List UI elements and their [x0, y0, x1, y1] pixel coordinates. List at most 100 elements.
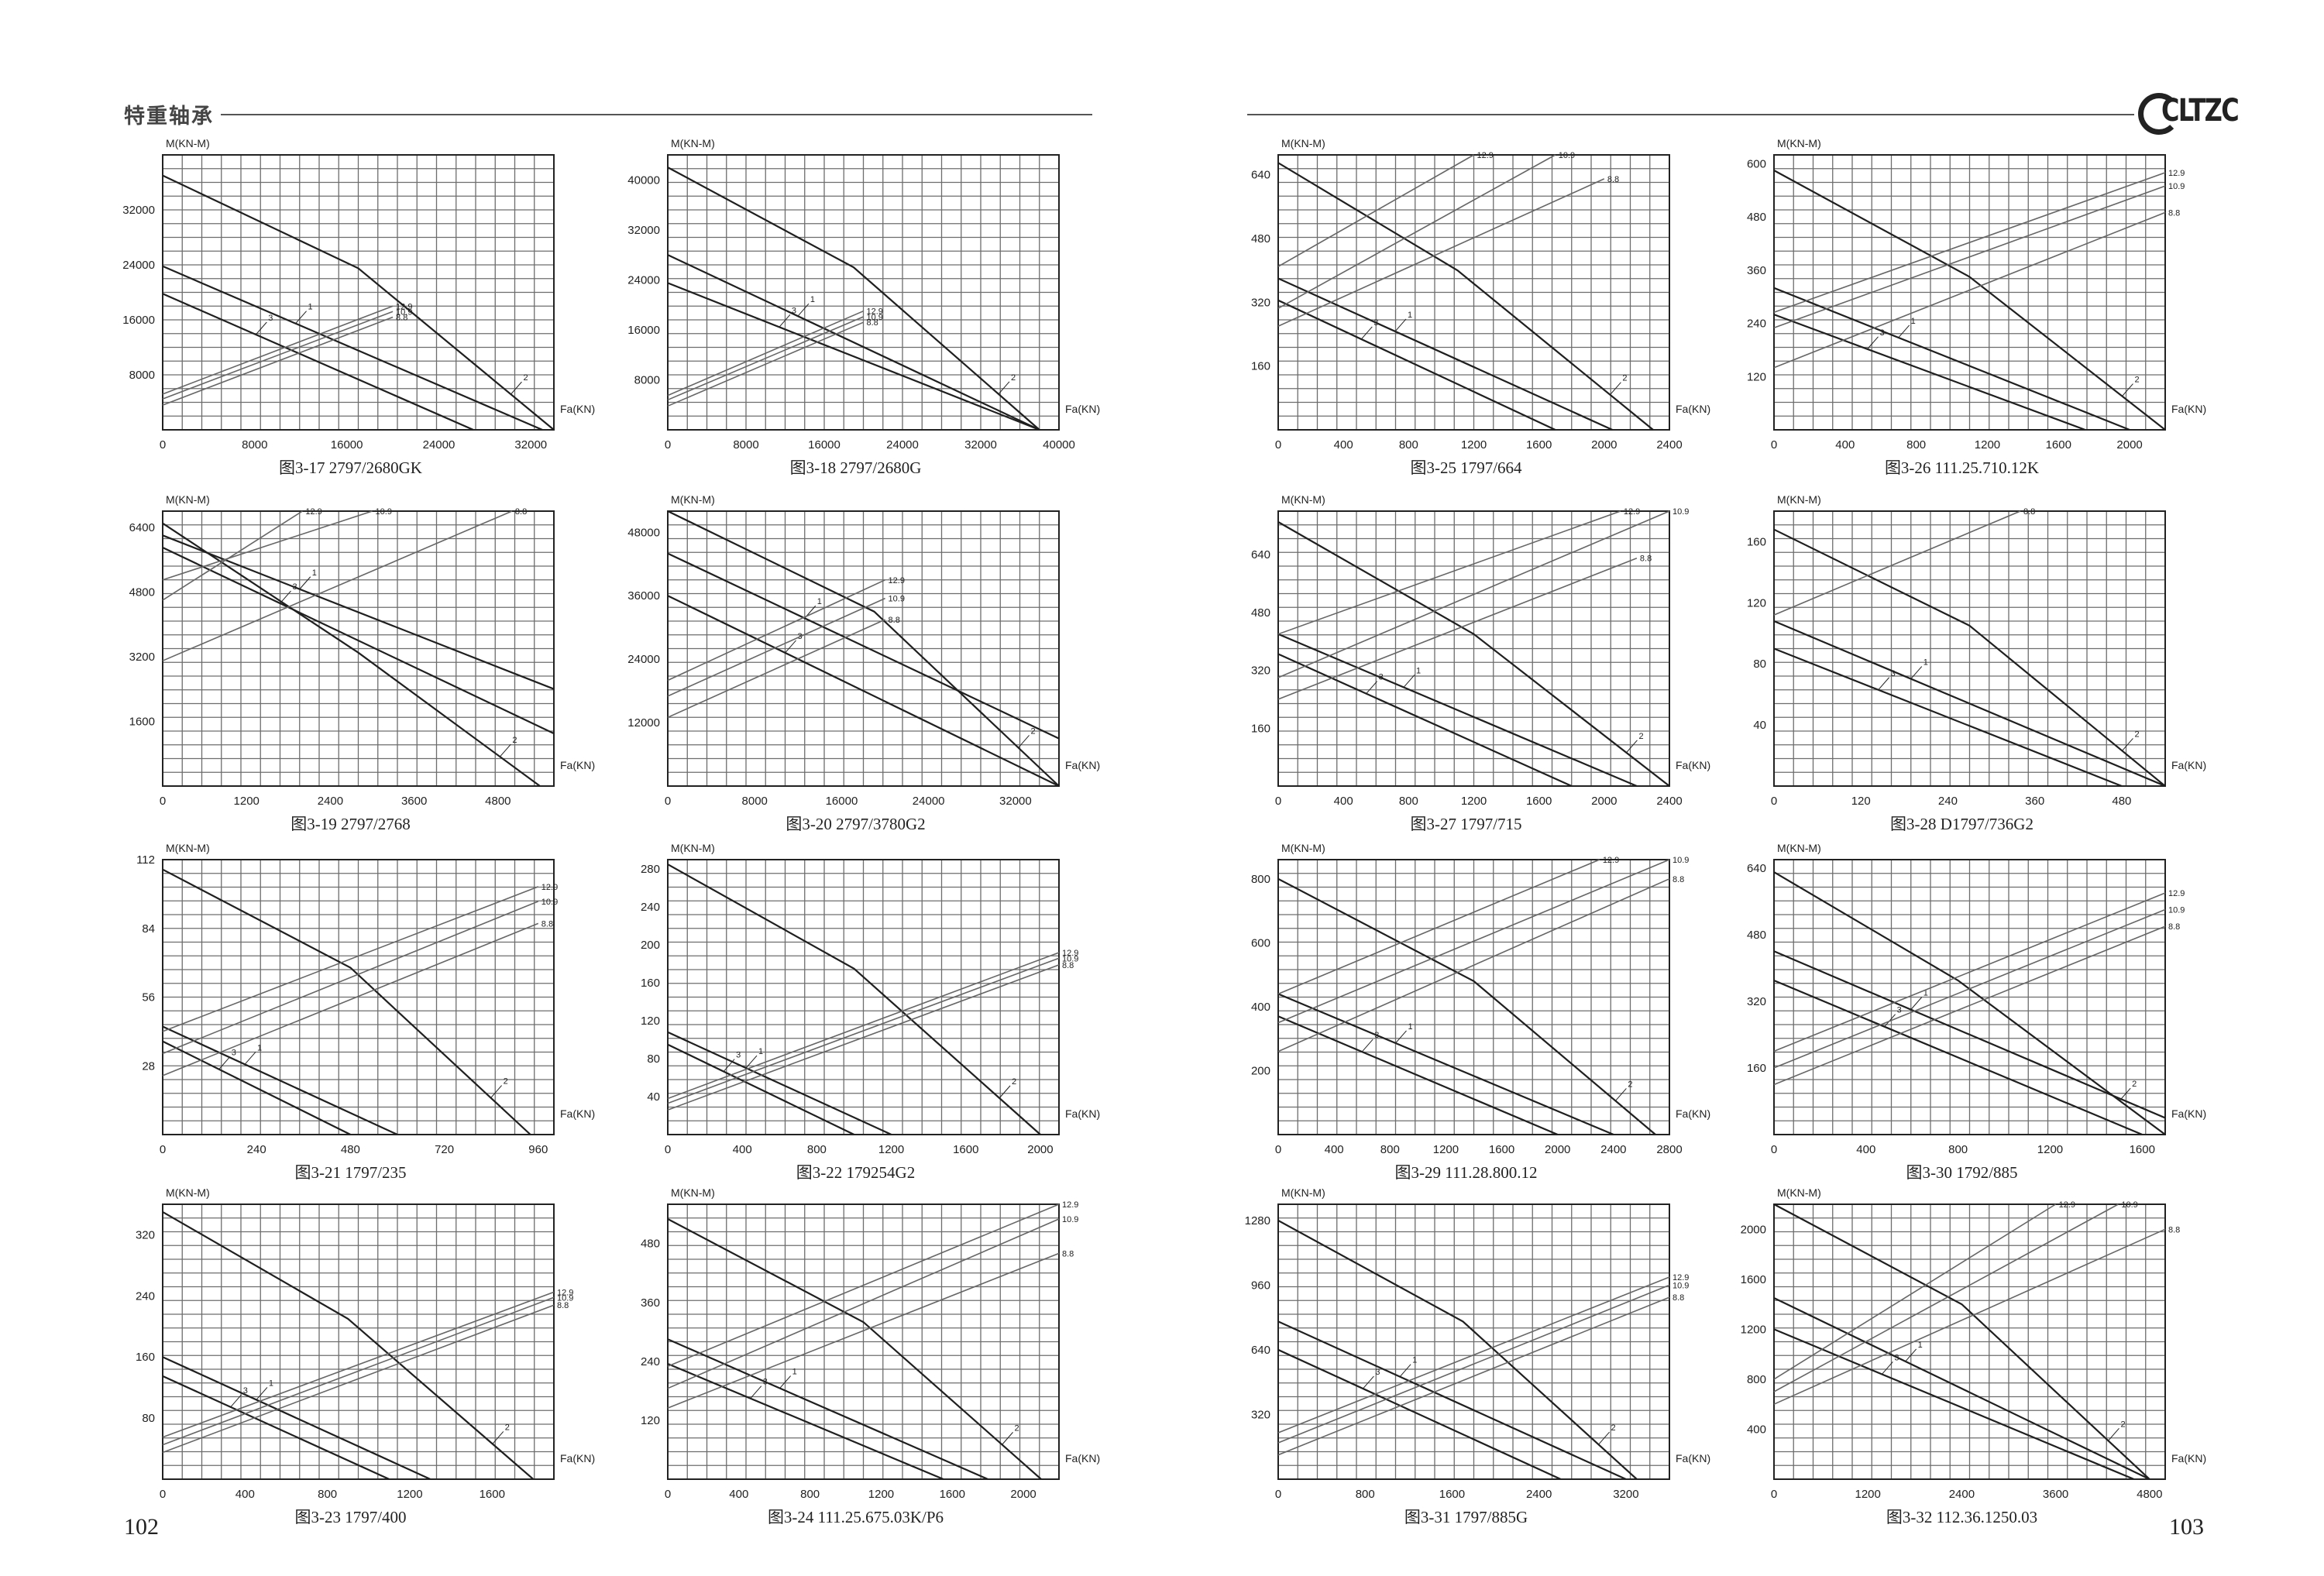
y-tick-label: 160 [1251, 722, 1270, 735]
series-line-3 [1277, 1348, 1562, 1481]
x-tick-label: 0 [665, 1488, 671, 1501]
x-tick-label: 400 [1835, 438, 1855, 452]
series-label-12.9: 12.9 [396, 302, 412, 311]
series-label-8.8: 8.8 [1673, 1293, 1684, 1303]
series-line-1 [1773, 620, 2166, 788]
series-line-8.8 [1277, 178, 1605, 327]
y-tick-label: 84 [142, 922, 155, 936]
series-leader-3 [1878, 677, 1890, 691]
grid [668, 860, 1059, 1135]
y-tick-label: 480 [1747, 929, 1766, 942]
x-tick-label: 1600 [940, 1488, 965, 1501]
series-line-8.8 [162, 922, 539, 1076]
x-tick-label: 480 [2112, 795, 2131, 808]
chart-caption: 图3-22 179254G2 [796, 1163, 915, 1182]
chart-caption: 图3-17 2797/2680GK [279, 458, 422, 477]
series-line-2 [667, 1218, 1042, 1480]
plot-frame [1773, 1203, 2166, 1480]
x-tick-label: 24000 [423, 438, 456, 452]
series-line-1 [667, 1338, 988, 1481]
chart-caption: 图3-28 D1797/736G2 [1890, 815, 2033, 833]
x-tick-label: 400 [1334, 795, 1353, 808]
series-label-3: 3 [1880, 328, 1885, 338]
x-tick-label: 3600 [401, 795, 427, 808]
series-label-8.8: 8.8 [1062, 1249, 1074, 1258]
x-tick-label: 2000 [1010, 1488, 1036, 1501]
chart-3-28: 0 120 240 360 480 40 80 120 160 M(KN-M) Fa(KN) 2 1 3 8… [1747, 493, 2206, 833]
series-label-8.8: 8.8 [396, 313, 407, 322]
series-label-10.9: 10.9 [557, 1293, 573, 1303]
series-line-10.9 [1277, 1284, 1670, 1444]
y-tick-label: 80 [647, 1052, 660, 1066]
page-number-right: 103 [2169, 1514, 2204, 1540]
x-tick-label: 120 [1851, 795, 1871, 808]
x-axis-label: Fa(KN) [1065, 403, 1100, 415]
series-line-12.9 [667, 952, 1060, 1100]
series-label-10.9: 10.9 [1673, 856, 1689, 865]
series-label-12.9: 12.9 [541, 883, 558, 892]
series-line-8.8 [1277, 1296, 1670, 1456]
x-tick-label: 0 [1771, 438, 1777, 452]
series-label-8.8: 8.8 [1607, 175, 1619, 184]
series-label-2: 2 [505, 1423, 510, 1432]
series-leader-1 [779, 1375, 791, 1389]
series-leader-3 [723, 1059, 735, 1072]
x-tick-label: 480 [341, 1143, 360, 1156]
x-tick-label: 0 [1275, 1143, 1281, 1156]
series-line-12.9 [1277, 859, 1600, 995]
y-tick-label: 16000 [627, 324, 660, 337]
y-tick-label: 320 [1251, 296, 1270, 309]
series-leader-3 [218, 1056, 231, 1070]
y-tick-label: 80 [1753, 658, 1766, 671]
series-label-3: 3 [792, 306, 796, 315]
series-label-1: 1 [1911, 317, 1916, 326]
series-leader-2 [1615, 1088, 1627, 1101]
x-tick-label: 2000 [1591, 438, 1617, 452]
series-label-2: 2 [2132, 1080, 2137, 1089]
series-line-1 [162, 265, 543, 431]
series-label-12.9: 12.9 [867, 307, 883, 317]
series-line-10.9 [1277, 510, 1670, 678]
series-line-10.9 [162, 901, 539, 1055]
y-tick-label: 320 [1251, 1408, 1270, 1421]
x-tick-label: 240 [1938, 795, 1958, 808]
chart-3-18: 0 8000 16000 24000 32000 40000 8000 16000 24000 3… [627, 137, 1100, 477]
series-label-1: 1 [1923, 658, 1928, 668]
series-label-3: 3 [1375, 1368, 1380, 1377]
series-label-2: 2 [512, 736, 517, 745]
y-tick-label: 4800 [129, 585, 155, 599]
y-tick-label: 600 [1251, 936, 1270, 949]
series-leader-2 [1598, 1431, 1610, 1445]
series-leader-1 [1394, 318, 1407, 332]
chart-caption: 图3-31 1797/885G [1404, 1508, 1528, 1526]
series-line-10.9 [1277, 154, 1556, 309]
chart-caption: 图3-26 111.25.710.12K [1885, 458, 2039, 477]
y-tick-label: 960 [1251, 1279, 1270, 1292]
chart-3-27: 0 400 800 1200 1600 2000 2400 160 320 480 640 M(KN-… [1251, 493, 1710, 833]
x-tick-label: 400 [1856, 1143, 1875, 1156]
y-tick-label: 800 [1747, 1373, 1766, 1386]
series-line-3 [162, 1040, 351, 1135]
series-line-10.9 [162, 311, 394, 400]
y-tick-label: 112 [136, 853, 155, 867]
series-line-12.9 [1277, 1276, 1670, 1434]
series-leader-3 [280, 590, 291, 604]
x-tick-label: 0 [1275, 1488, 1281, 1501]
x-tick-label: 16000 [826, 795, 858, 808]
series-line-2 [667, 167, 1040, 431]
series-leader-2 [492, 1431, 504, 1444]
series-leader-2 [998, 381, 1010, 395]
series-leader-2 [1002, 1432, 1013, 1445]
series-label-1: 1 [312, 568, 317, 578]
y-tick-label: 40 [647, 1090, 660, 1104]
x-tick-label: 360 [2025, 795, 2044, 808]
x-tick-label: 16000 [808, 438, 841, 452]
series-label-1: 1 [1408, 1022, 1413, 1032]
x-tick-label: 0 [1275, 795, 1281, 808]
x-tick-label: 720 [435, 1143, 454, 1156]
series-label-10.9: 10.9 [889, 595, 905, 604]
y-tick-label: 240 [136, 1289, 155, 1303]
chart-3-29: 0 400 800 1200 1600 2000 2400 2800 200 400 600 800 M… [1251, 842, 1710, 1182]
y-tick-label: 8000 [129, 369, 155, 382]
series-line-10.9 [162, 1296, 555, 1446]
